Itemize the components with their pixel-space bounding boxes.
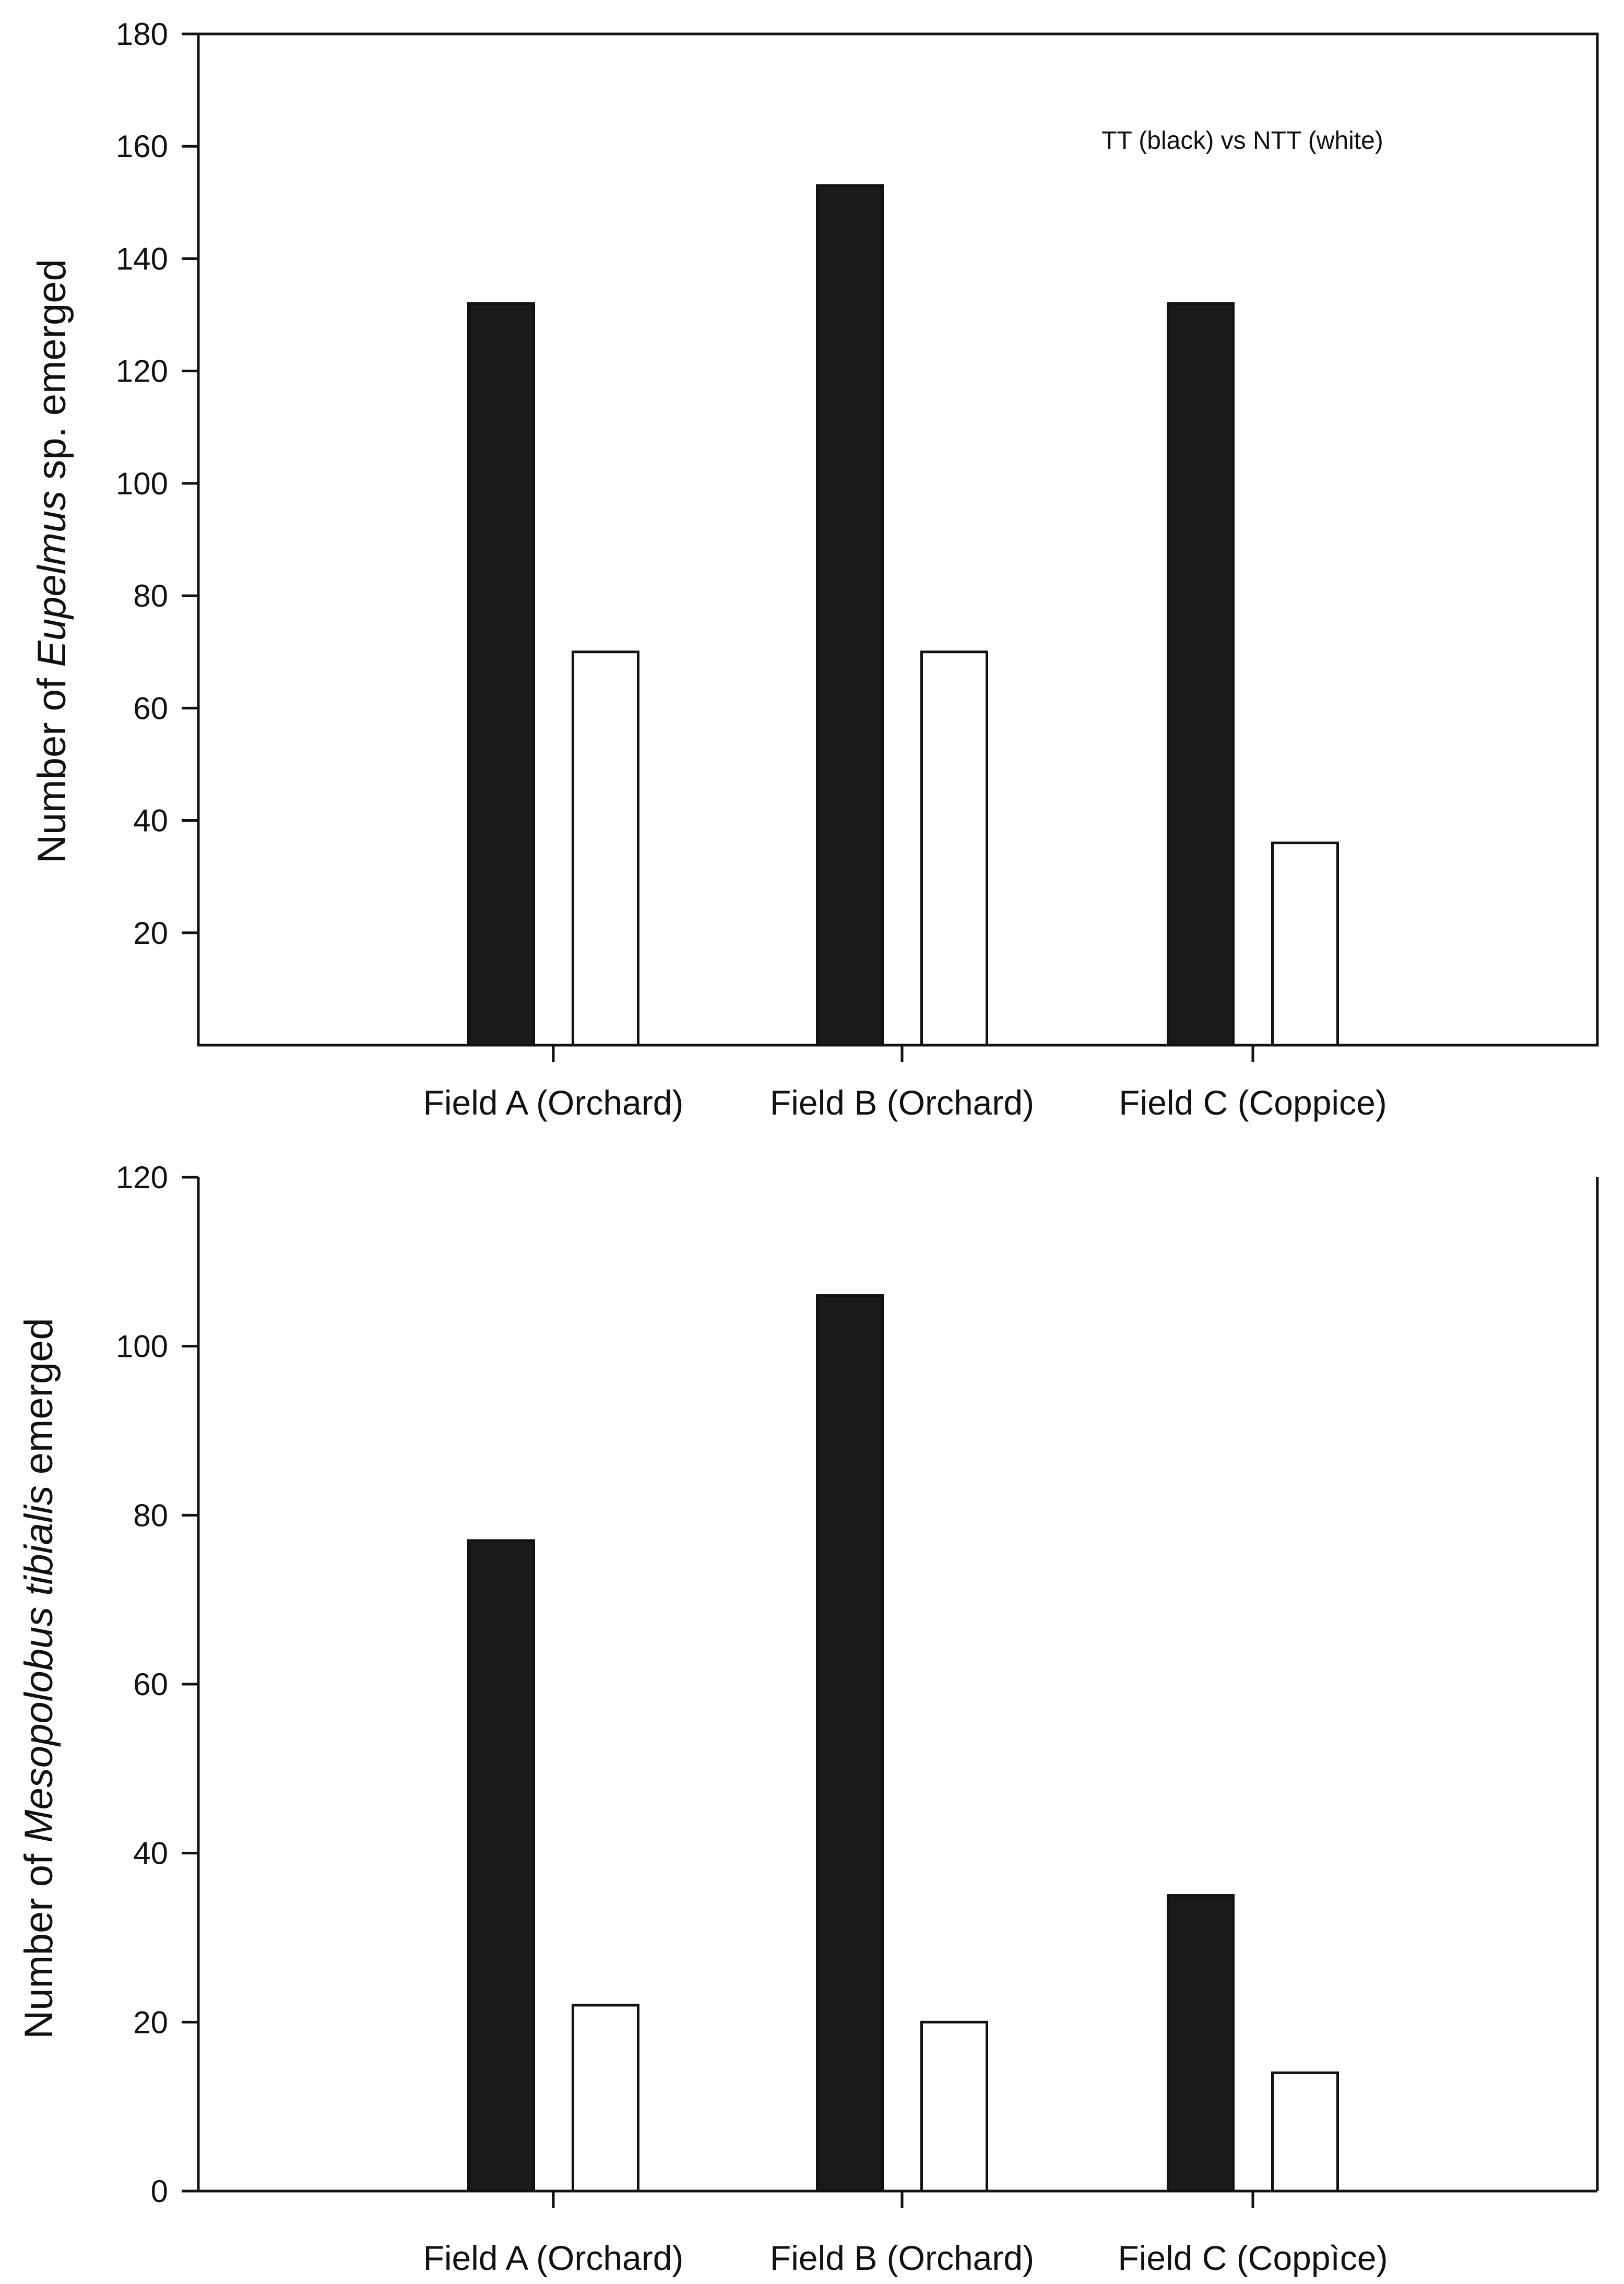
y-tick-label: 160 (116, 129, 168, 164)
bar-tt (816, 1294, 884, 2193)
category-label: Field C (Coppìce) (1118, 2239, 1388, 2277)
bars (467, 1294, 1339, 2193)
chart-mesopolobus: 0 20 40 60 80 100 120 Field A (Orchard) Field B… (17, 1160, 1599, 2277)
bar-ntt (1271, 842, 1339, 1047)
bar-tt (816, 184, 884, 1047)
bars (467, 184, 1339, 1047)
y-tick-label: 100 (116, 466, 168, 501)
bar-tt (467, 1539, 535, 2193)
y-tick-label: 20 (133, 916, 168, 951)
bar-ntt (572, 650, 639, 1047)
bar-ntt (920, 2020, 988, 2193)
category-labels: Field A (Orchard) Field B (Orchard) Field … (423, 1083, 1387, 1122)
category-labels: Field A (Orchard) Field B (Orchard) Field … (423, 2239, 1388, 2277)
y-tick-label: 120 (116, 1160, 168, 1195)
plot-frame (197, 32, 1599, 1047)
y-tick-label: 0 (151, 2174, 168, 2209)
legend-annotation: TT (black) vs NTT (white) (1101, 127, 1383, 155)
y-axis-ticks: 0 20 40 60 80 100 120 (116, 1160, 198, 2209)
y-tick-label: 180 (116, 17, 168, 52)
y-tick-label: 140 (116, 241, 168, 276)
x-axis-ticks (552, 1045, 1254, 1062)
chart-eupelmus: 20 40 60 80 100 120 140 160 180 Field A (Orchard… (30, 17, 1599, 1122)
y-axis-title-prefix: Number of (30, 667, 74, 863)
y-axis-ticks: 20 40 60 80 100 120 140 160 180 (116, 17, 198, 951)
bar-tt (1167, 302, 1235, 1047)
y-axis-title-species: Eupelmus (30, 491, 74, 667)
y-axis-title-suffix: sp. emerged (30, 259, 74, 491)
bar-ntt (572, 2004, 639, 2193)
x-axis-ticks (552, 2191, 1254, 2208)
y-axis-title: Number of Eupelmus sp. emerged (30, 259, 74, 863)
y-axis-title-suffix: emerged (17, 1318, 61, 1485)
y-tick-label: 80 (133, 1498, 168, 1533)
y-tick-label: 80 (133, 578, 168, 613)
bar-tt (467, 302, 535, 1047)
y-tick-label: 60 (133, 691, 168, 726)
bar-ntt (920, 650, 988, 1047)
y-axis-title-species: Mesopolobus tibialis (17, 1485, 61, 1842)
bar-tt (1167, 1894, 1235, 2193)
bar-ntt (1271, 2071, 1339, 2193)
y-axis-title-prefix: Number of (17, 1843, 61, 2039)
y-axis-title: Number of Mesopolobus tibialis emerged (17, 1318, 61, 2039)
category-label: Field B (Orchard) (770, 1083, 1034, 1122)
y-tick-label: 60 (133, 1667, 168, 1702)
category-label: Field B (Orchard) (770, 2239, 1034, 2277)
y-tick-label: 120 (116, 354, 168, 389)
category-label: Field A (Orchard) (423, 1083, 684, 1122)
y-tick-label: 20 (133, 2005, 168, 2040)
y-tick-label: 100 (116, 1329, 168, 1364)
category-label: Field C (Coppice) (1119, 1083, 1387, 1122)
y-tick-label: 40 (133, 803, 168, 838)
y-tick-label: 40 (133, 1836, 168, 1871)
category-label: Field A (Orchard) (423, 2239, 684, 2277)
